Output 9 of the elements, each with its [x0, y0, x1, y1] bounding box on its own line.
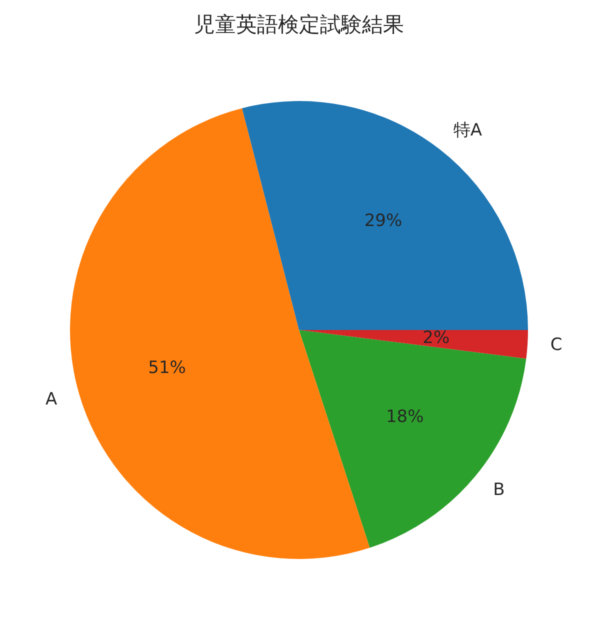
slice-label: 特A: [453, 120, 482, 140]
chart-title: 児童英語検定試験結果: [194, 12, 404, 36]
data-label: 18%: [386, 407, 424, 428]
data-label: 51%: [148, 358, 186, 378]
slice-label: B: [493, 480, 505, 500]
data-label: 29%: [364, 210, 402, 231]
data-label: 2%: [422, 328, 450, 348]
slice-label: A: [45, 390, 58, 410]
slice-label: C: [550, 335, 562, 356]
